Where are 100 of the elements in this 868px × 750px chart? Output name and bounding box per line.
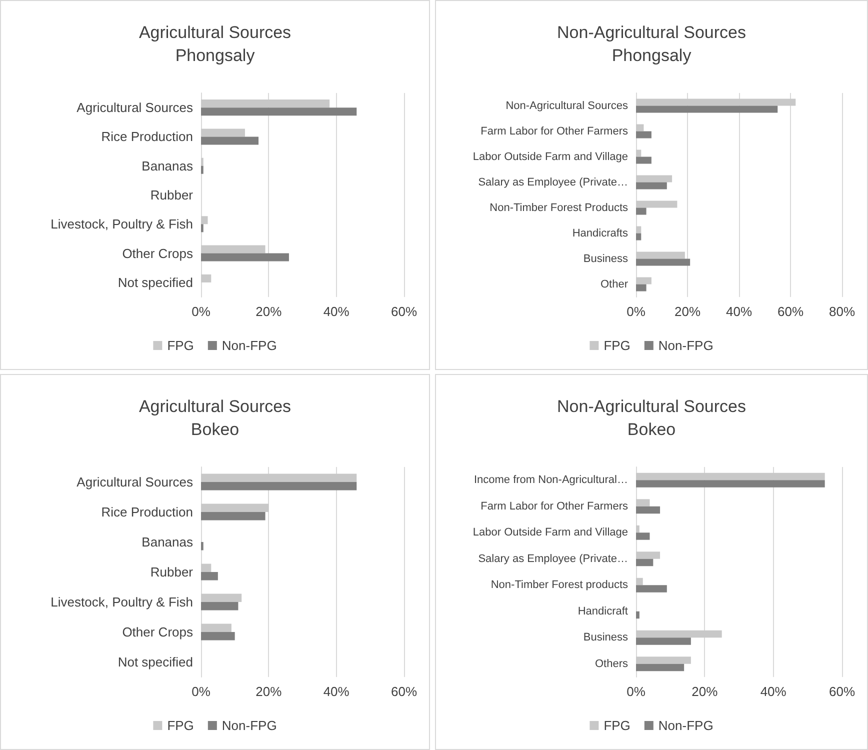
y-tick-label: Income from Non-Agricultural… xyxy=(474,474,628,486)
bar xyxy=(636,98,796,106)
y-tick-label: Business xyxy=(583,252,628,265)
y-tick-label: Bananas xyxy=(142,534,194,550)
y-tick-label: Not specified xyxy=(118,274,193,290)
bar xyxy=(201,474,357,482)
x-tick-label: 20% xyxy=(256,304,282,319)
y-tick-label: Other Crops xyxy=(122,246,194,261)
chart-subtitle: Phongsaly xyxy=(175,46,256,65)
y-tick-label: Rice Production xyxy=(101,129,193,144)
y-tick-label: Farm Labor for Other Farmers xyxy=(480,500,628,512)
x-tick-label: 20% xyxy=(674,304,701,319)
y-tick-label: Livestock, Poultry & Fish xyxy=(50,216,193,232)
bar xyxy=(636,233,642,240)
bar xyxy=(201,602,238,610)
bar xyxy=(201,128,245,137)
chart-subtitle: Phongsaly xyxy=(612,46,692,65)
legend-label: Non-FPG xyxy=(222,338,277,353)
bar xyxy=(636,106,778,113)
bar xyxy=(636,182,667,190)
x-tick-label: 60% xyxy=(390,304,418,319)
bar xyxy=(636,258,690,266)
bar xyxy=(201,245,266,254)
bar xyxy=(636,585,667,592)
y-tick-label: Bananas xyxy=(142,158,194,174)
x-tick-label: 80% xyxy=(828,304,856,319)
bar xyxy=(201,482,357,490)
bar xyxy=(201,504,269,512)
chart-subtitle: Bokeo xyxy=(627,420,676,439)
x-tick-label: 60% xyxy=(390,684,418,699)
x-tick-label: 0% xyxy=(626,304,646,319)
bar xyxy=(636,124,644,132)
bar xyxy=(636,277,652,284)
bar xyxy=(636,532,650,540)
bar xyxy=(636,525,640,533)
y-tick-label: Business xyxy=(583,632,628,644)
y-tick-label: Farm Labor for Other Farmers xyxy=(480,125,628,138)
y-tick-label: Agricultural Sources xyxy=(76,100,194,116)
bar xyxy=(636,552,660,559)
x-tick-label: 40% xyxy=(726,304,752,319)
bar xyxy=(201,136,259,145)
bar xyxy=(636,664,684,672)
bar xyxy=(201,274,212,282)
bar xyxy=(201,216,208,224)
y-tick-label: Salary as Employee (Private… xyxy=(478,176,628,188)
legend-label: Non-FPG xyxy=(658,718,714,733)
bar xyxy=(201,594,242,602)
legend-label: FPG xyxy=(167,718,194,733)
x-tick-label: 20% xyxy=(692,684,718,699)
y-tick-label: Livestock, Poultry & Fish xyxy=(50,594,193,610)
bar xyxy=(201,100,330,108)
y-tick-label: Not specified xyxy=(118,654,193,670)
bar xyxy=(636,131,652,138)
bar xyxy=(636,630,722,638)
x-tick-label: 20% xyxy=(256,684,282,699)
bar xyxy=(636,226,642,234)
bar xyxy=(636,656,691,664)
bar xyxy=(201,624,232,632)
chart-title: Non-Agricultural Sources xyxy=(557,397,746,416)
y-tick-label: Salary as Employee (Private… xyxy=(478,552,628,565)
bar xyxy=(636,506,660,514)
bar xyxy=(636,252,685,259)
chart-subtitle: Bokeo xyxy=(190,420,240,439)
bar xyxy=(636,638,691,645)
legend-label: Non-FPG xyxy=(658,338,714,353)
y-tick-label: Other xyxy=(600,278,628,290)
x-tick-label: 60% xyxy=(828,684,856,699)
y-tick-label: Non-Agricultural Sources xyxy=(506,100,628,112)
y-tick-label: Rice Production xyxy=(101,504,193,520)
y-tick-label: Labor Outside Farm and Village xyxy=(472,150,628,163)
bar xyxy=(201,253,289,262)
y-tick-label: Non-Timber Forest Products xyxy=(490,202,628,214)
bar xyxy=(636,208,646,215)
legend-label: FPG xyxy=(604,338,630,353)
x-tick-label: 40% xyxy=(323,304,350,319)
chart-title: Non-Agricultural Sources xyxy=(557,23,746,42)
y-tick-label: Labor Outside Farm and Village xyxy=(472,526,628,539)
bar xyxy=(636,499,650,506)
y-tick-label: Other Crops xyxy=(122,624,194,640)
y-tick-label: Others xyxy=(594,658,628,670)
bar xyxy=(636,578,643,586)
y-tick-label: Handicrafts xyxy=(572,227,628,240)
x-tick-label: 0% xyxy=(192,684,211,699)
bar xyxy=(636,558,654,566)
x-tick-label: 0% xyxy=(192,304,211,319)
bar xyxy=(636,200,678,208)
legend-label: FPG xyxy=(167,338,194,353)
y-tick-label: Handicraft xyxy=(578,605,628,618)
legend-label: FPG xyxy=(604,718,630,733)
bar xyxy=(636,480,825,488)
y-tick-label: Agricultural Sources xyxy=(76,474,194,490)
bar xyxy=(201,632,235,640)
x-tick-label: 40% xyxy=(323,684,350,699)
bar xyxy=(636,156,652,164)
x-tick-label: 40% xyxy=(760,684,787,699)
bar xyxy=(201,108,357,116)
bar xyxy=(201,564,212,572)
legend-label: Non-FPG xyxy=(222,718,277,733)
x-tick-label: 0% xyxy=(626,684,646,699)
bar xyxy=(201,572,218,580)
